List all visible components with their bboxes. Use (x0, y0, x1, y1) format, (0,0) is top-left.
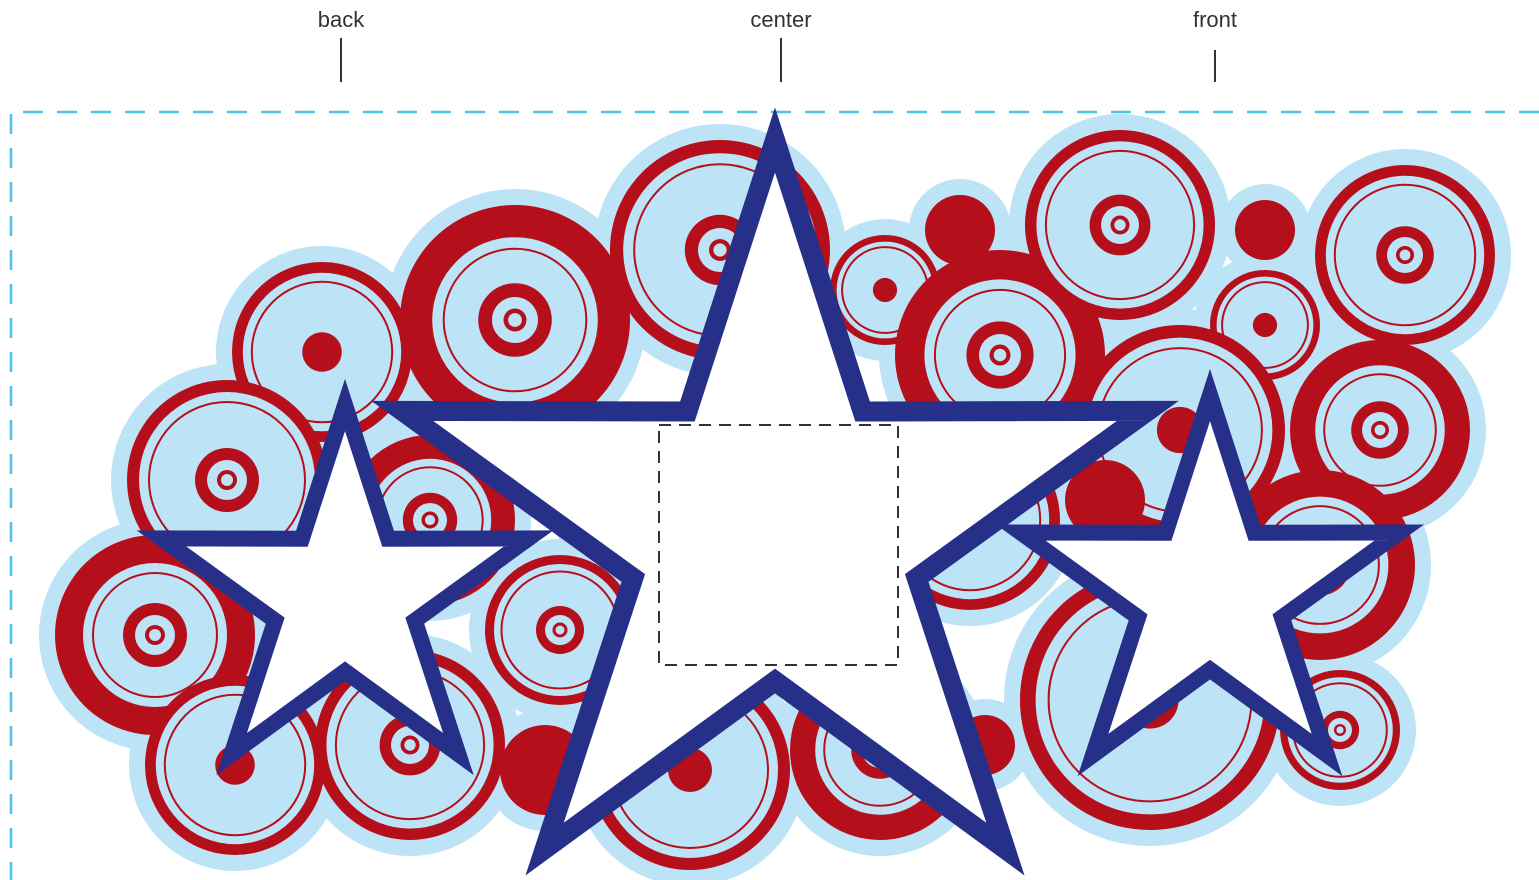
ring (1221, 281, 1309, 369)
dot (872, 277, 898, 303)
ring (1333, 183, 1477, 327)
ring (92, 572, 218, 698)
star (371, 107, 1179, 876)
ring (1235, 200, 1295, 260)
ring (1336, 726, 1344, 734)
ring (993, 348, 1007, 362)
ring (508, 313, 522, 327)
ring (1065, 460, 1145, 540)
ring (1399, 249, 1411, 261)
ring (250, 280, 394, 424)
label-center: center (750, 7, 811, 32)
ring (149, 629, 161, 641)
ring (404, 739, 416, 751)
ring (925, 195, 995, 265)
ring (555, 625, 565, 635)
stars (136, 107, 1425, 876)
label-front: front (1193, 7, 1237, 32)
ring (442, 247, 588, 393)
ring (424, 514, 436, 526)
dot (1252, 312, 1278, 338)
ring (713, 243, 727, 257)
ring (1044, 149, 1196, 301)
ring (1114, 219, 1126, 231)
dot (302, 332, 342, 372)
ring (163, 693, 307, 837)
star (995, 368, 1425, 777)
frame (9, 110, 1539, 880)
ring (221, 474, 233, 486)
star (136, 378, 554, 776)
ring (1323, 373, 1437, 487)
label-back: back (318, 7, 365, 32)
ring (1374, 424, 1386, 436)
